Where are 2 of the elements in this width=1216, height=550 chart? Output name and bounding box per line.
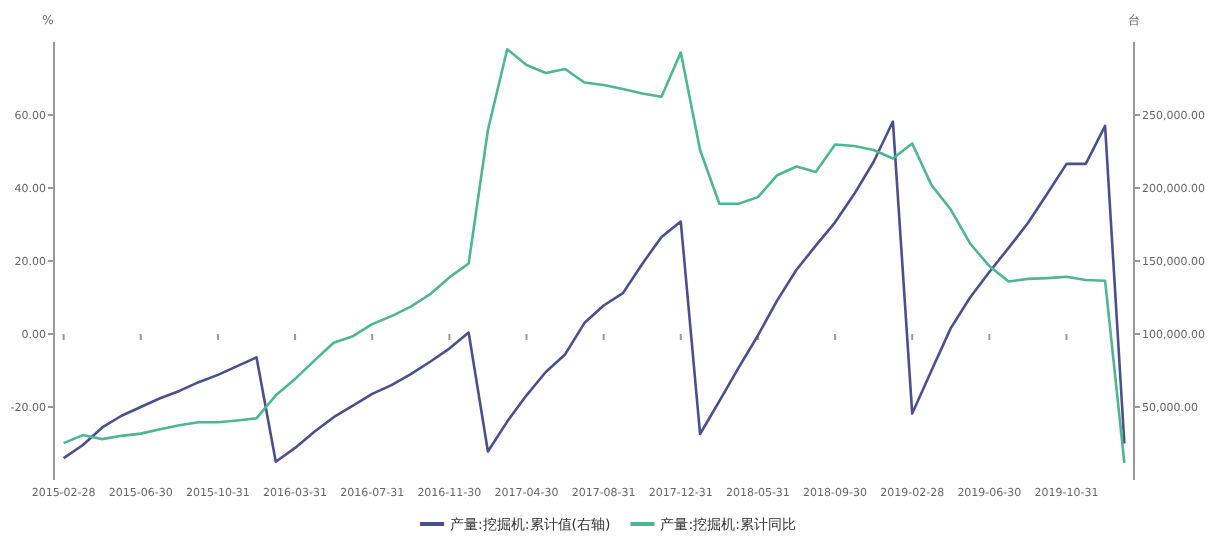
- line-series: [62, 48, 1126, 465]
- line-series: [62, 120, 1126, 464]
